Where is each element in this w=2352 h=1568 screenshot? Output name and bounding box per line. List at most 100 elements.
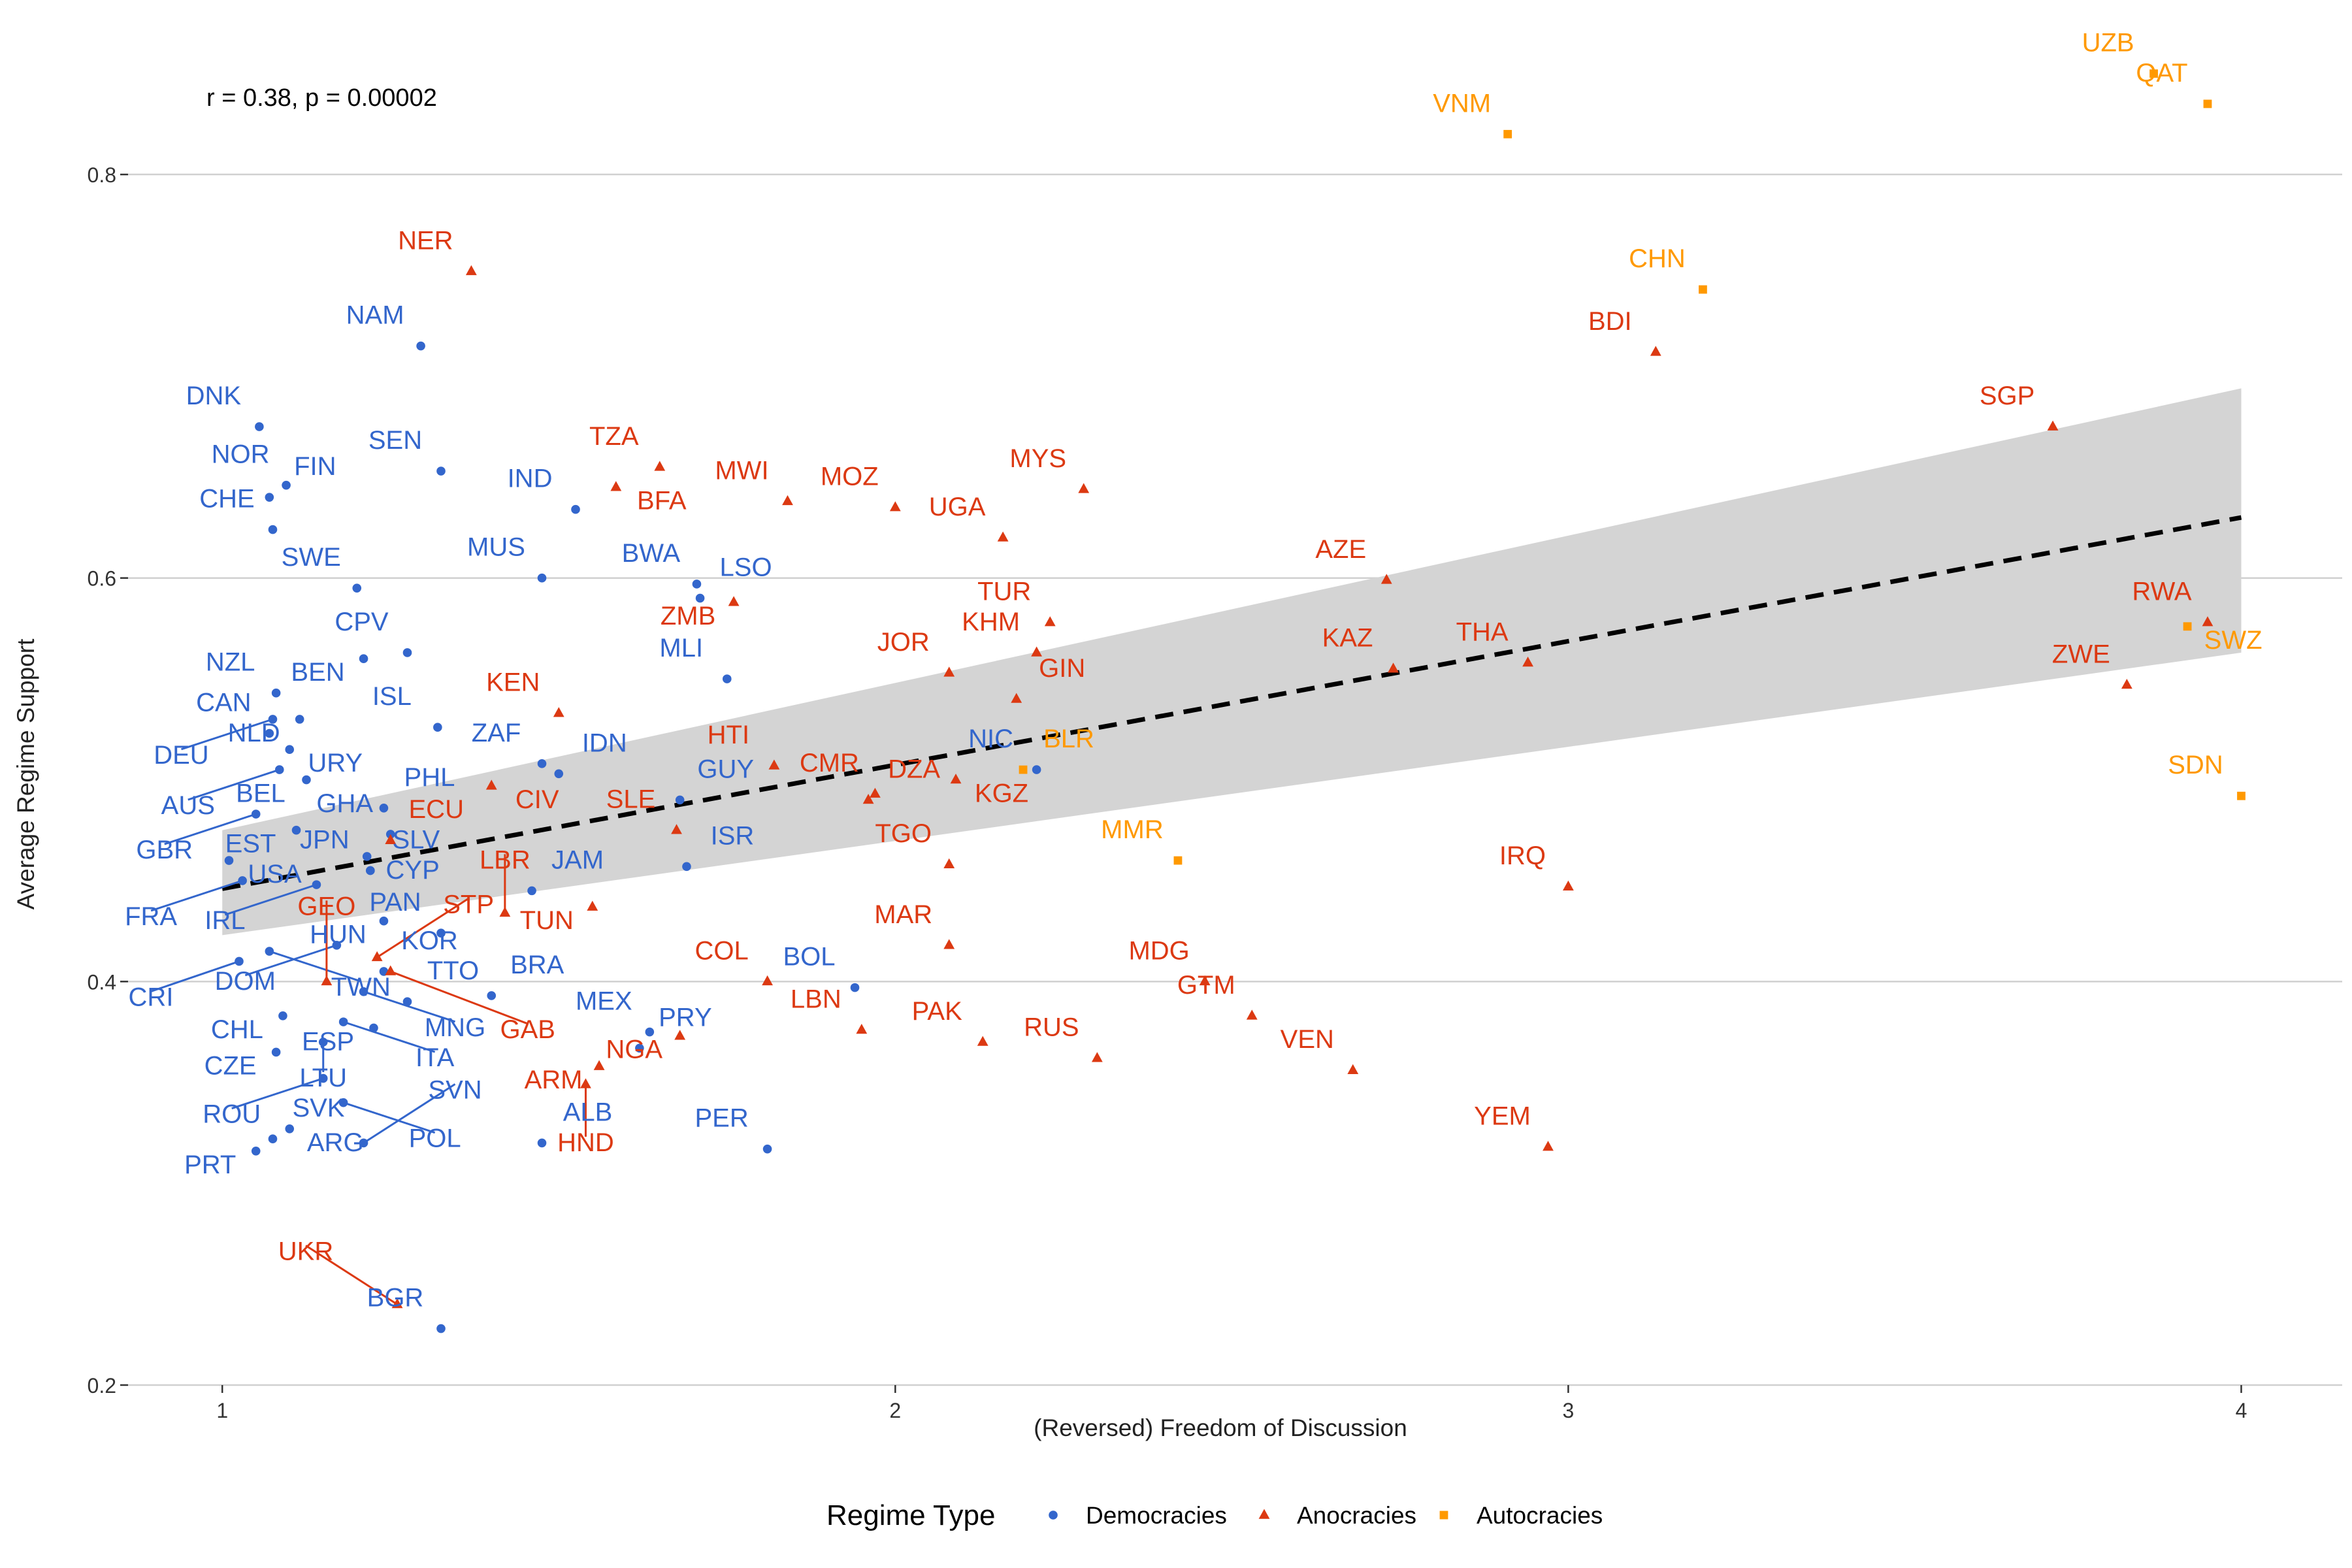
leader-fra (150, 879, 243, 912)
leader-rou (231, 1077, 324, 1110)
point-esp (369, 1023, 378, 1033)
label-aus: AUS (161, 791, 215, 820)
label-arm: ARM (525, 1066, 583, 1094)
label-per: PER (694, 1104, 748, 1133)
label-sgp: SGP (1980, 382, 2034, 410)
leader-twn (269, 950, 361, 983)
label-gbr: GBR (136, 836, 193, 864)
point-yem (1543, 1141, 1554, 1151)
label-bwa: BWA (622, 539, 681, 568)
label-zaf: ZAF (472, 719, 521, 747)
point-rus (1091, 1052, 1103, 1062)
label-kor: KOR (401, 926, 458, 955)
label-arg: ARG (307, 1128, 364, 1157)
point-kaz (1388, 662, 1399, 673)
label-ner: NER (398, 226, 453, 255)
point-tha (1522, 656, 1533, 667)
label-mus: MUS (467, 533, 525, 562)
legend-item-aut: Autocracies (1439, 1502, 1603, 1529)
y-tick-label: 0.8 (88, 163, 116, 187)
label-esp: ESP (302, 1027, 354, 1056)
point-lbn (856, 1024, 868, 1034)
label-nam: NAM (346, 301, 404, 330)
point-hti (768, 759, 780, 770)
point-pol (338, 1098, 348, 1107)
label-lbr: LBR (480, 845, 531, 874)
point-bra (487, 991, 497, 1000)
point-phl (379, 803, 389, 813)
label-hnd: HND (557, 1128, 614, 1157)
label-uga: UGA (929, 493, 986, 521)
legend-marker-aut (1439, 1511, 1448, 1520)
point-kgz (950, 774, 962, 784)
point-ury (285, 745, 295, 755)
point-uga (997, 531, 1009, 542)
point-mmr (1173, 856, 1183, 865)
label-tha: THA (1456, 617, 1509, 646)
point-sle (671, 824, 682, 834)
label-mys: MYS (1009, 444, 1066, 473)
label-jpn: JPN (300, 826, 350, 855)
point-mwi (782, 495, 793, 506)
point-pry (635, 1043, 644, 1053)
point-hnd (580, 1078, 591, 1088)
label-nzl: NZL (206, 648, 255, 677)
point-isr (682, 862, 691, 872)
point-tto (402, 997, 412, 1007)
label-slv: SLV (393, 826, 440, 855)
label-svk: SVK (292, 1094, 344, 1122)
point-aze (1380, 574, 1392, 584)
point-moz (889, 501, 901, 512)
point-prt (251, 1146, 261, 1156)
label-zmb: ZMB (661, 602, 715, 630)
label-tza: TZA (589, 422, 639, 451)
legend-items: Democracies Anocracies Autocracies (1049, 1502, 1603, 1529)
label-stp: STP (443, 890, 494, 919)
point-fra (238, 876, 247, 885)
label-est: EST (225, 830, 276, 858)
point-arg (285, 1124, 295, 1134)
label-yem: YEM (1474, 1102, 1531, 1131)
point-khm (1031, 646, 1043, 657)
point-nzl (271, 688, 281, 698)
confidence-band (222, 388, 2242, 936)
leader-aus (188, 768, 280, 801)
trend-line-layer (221, 515, 2242, 891)
point-labels: DNK NOR FIN CHE NAM SEN IND BWA MUS LSO SWE NZL CPV B… (125, 29, 2262, 1313)
label-ita: ITA (416, 1043, 455, 1072)
label-moz: MOZ (821, 463, 879, 491)
point-ken (553, 707, 564, 717)
label-deu: DEU (154, 741, 208, 770)
leader-irl (224, 883, 317, 916)
point-cri (235, 956, 244, 966)
point-dom (332, 940, 342, 950)
label-khm: KHM (962, 608, 1020, 636)
point-mdg (1199, 975, 1211, 986)
point-bol (850, 983, 860, 992)
label-tgo: TGO (875, 819, 932, 848)
label-nic: NIC (968, 725, 1013, 753)
point-gab (385, 965, 397, 975)
point-lso (695, 593, 705, 603)
point-tur (1044, 616, 1056, 627)
label-col: COL (694, 936, 748, 965)
point-bgr (436, 1324, 446, 1333)
point-nga (674, 1030, 686, 1040)
point-mli (722, 674, 732, 683)
label-rus: RUS (1024, 1013, 1079, 1042)
point-civ (485, 779, 497, 790)
label-fin: FIN (294, 452, 336, 481)
label-nor: NOR (212, 440, 270, 469)
label-irl: IRL (204, 906, 245, 935)
label-bra: BRA (510, 951, 564, 979)
point-zwe (2121, 678, 2132, 689)
label-chl: CHL (211, 1015, 263, 1044)
legend-marker-dem (1049, 1511, 1058, 1520)
label-mli: MLI (659, 634, 703, 662)
label-chn: CHN (1629, 244, 1686, 273)
data-points (224, 69, 2246, 1333)
point-chn (1699, 285, 1707, 294)
point-tun (587, 900, 598, 911)
label-gab: GAB (500, 1015, 555, 1044)
label-ben: BEN (291, 658, 344, 687)
